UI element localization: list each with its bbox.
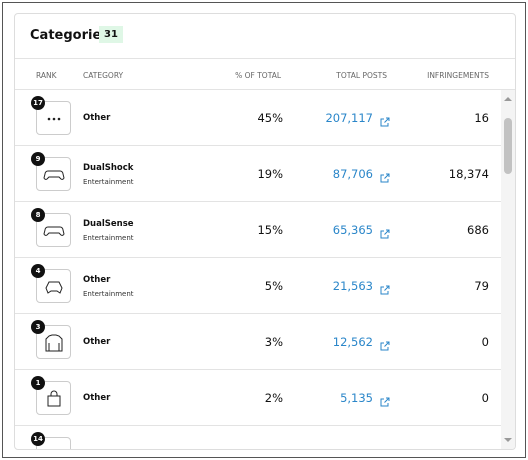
rank-badge: 8 [31,208,45,222]
scrollbar[interactable] [501,90,515,449]
infringements: 0 [482,447,489,449]
count-badge: 31 [99,26,123,43]
icon-glyph [45,334,63,352]
category-name: DualShock [83,163,134,173]
category-name: Other [83,337,111,347]
category-icon [36,381,71,415]
category-name: Other [83,393,111,403]
column-header: RANK CATEGORY % OF TOTAL TOTAL POSTS INF… [15,58,515,90]
card: Categories 31 RANK CATEGORY % OF TOTAL T… [14,13,516,450]
infringements: 0 [481,391,489,405]
percent-of-total: 5% [264,279,283,293]
external-link-icon[interactable] [380,392,390,411]
icon-glyph [47,390,61,407]
category-name: DualSense [83,219,134,229]
title: Categories [30,28,110,43]
link-glyph [380,397,390,407]
total-posts-link[interactable]: 87,706 [332,167,373,181]
infringements: 18,374 [448,167,489,181]
percent-of-total: 15% [257,223,283,237]
percent-of-total: 1% [265,447,283,449]
external-link-icon[interactable] [380,448,390,449]
link-glyph [380,117,390,127]
category-subtitle: Entertainment [83,234,134,242]
table-row[interactable]: 1 Other 2% 5,135 0 [15,370,501,426]
rank-badge: 9 [31,152,45,166]
link-glyph [380,285,390,295]
external-link-icon[interactable] [380,112,390,131]
col-rank[interactable]: RANK [36,71,57,80]
col-posts[interactable]: TOTAL POSTS [336,71,387,80]
percent-of-total: 19% [257,167,283,181]
icon-glyph [43,170,65,180]
external-link-icon[interactable] [380,336,390,355]
category-name: Other [83,275,111,285]
external-link-icon[interactable] [380,168,390,187]
total-posts-link[interactable]: 65,365 [332,223,373,237]
category-name: Other [83,113,111,123]
table-row[interactable]: 9 DualShock Entertainment 19% 87,706 18,374 [15,146,501,202]
total-posts-link[interactable]: 12,562 [332,335,373,349]
rank-badge: 17 [31,96,45,110]
infringements: 16 [474,111,489,125]
total-posts-link[interactable]: 5,135 [340,391,373,405]
percent-of-total: 2% [264,391,283,405]
rank-badge: 3 [31,320,45,334]
scroll-up[interactable] [501,94,515,104]
table-row[interactable]: 17 Other 45% 207,117 16 [15,90,501,146]
link-glyph [380,341,390,351]
rank-badge: 1 [31,376,45,390]
col-percent[interactable]: % OF TOTAL [235,71,281,80]
external-link-icon[interactable] [380,280,390,299]
table-row[interactable]: 14Other1%3,9790 [15,426,501,449]
category-icon [36,325,71,359]
icon-glyph [43,226,65,236]
infringements: 0 [481,335,489,349]
category-icon [36,213,71,247]
external-link-icon[interactable] [380,224,390,243]
col-category[interactable]: CATEGORY [83,71,124,80]
category-icon [36,101,71,135]
category-subtitle: Entertainment [83,178,134,186]
percent-of-total: 3% [264,335,283,349]
rank-badge: 4 [31,264,45,278]
infringements: 79 [474,279,489,293]
table-row[interactable]: 3 Other 3% 12,562 0 [15,314,501,370]
table-row[interactable]: 4 Other Entertainment 5% 21,563 79 [15,258,501,314]
link-glyph [380,173,390,183]
infringements: 686 [467,223,489,237]
scroll-down[interactable] [501,435,515,445]
total-posts-link[interactable]: 3,979 [340,447,373,449]
link-glyph [380,229,390,239]
icon-glyph [45,281,63,294]
icon-glyph [47,117,61,121]
table-row[interactable]: 8 DualSense Entertainment 15% 65,365 686 [15,202,501,258]
rows: 17 Other 45% 207,117 16 9 DualShock Entertainme… [15,90,501,449]
percent-of-total: 45% [257,111,283,125]
category-icon [36,269,71,303]
total-posts-link[interactable]: 21,563 [332,279,373,293]
category-subtitle: Entertainment [83,290,134,298]
category-icon [36,157,71,191]
col-infringements[interactable]: INFRINGEMENTS [427,71,489,80]
rank-badge: 14 [31,432,45,446]
scroll-thumb[interactable] [504,118,512,174]
total-posts-link[interactable]: 207,117 [325,111,373,125]
